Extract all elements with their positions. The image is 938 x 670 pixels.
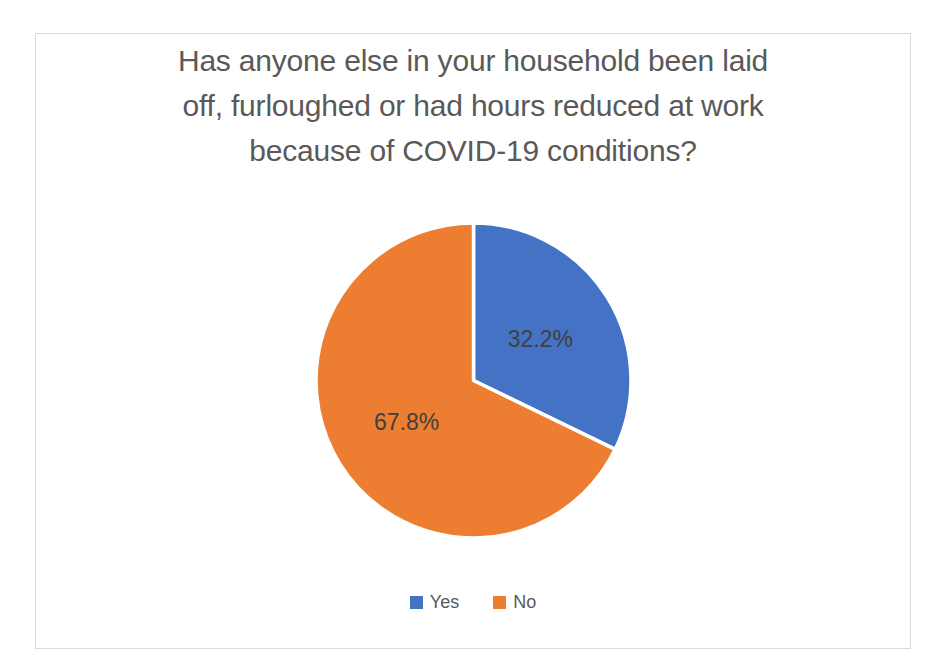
legend: Yes No [36,593,910,611]
slice-label-yes: 32.2% [508,326,573,352]
pie: 32.2% 67.8% [316,223,631,538]
chart-frame: Has anyone else in your household been l… [35,33,911,649]
page: Has anyone else in your household been l… [0,0,938,670]
legend-item-yes: Yes [410,593,459,611]
legend-item-no: No [493,593,536,611]
legend-swatch-no [493,596,506,609]
legend-label-no: No [513,593,536,611]
legend-label-yes: Yes [430,593,459,611]
slice-label-no: 67.8% [374,409,439,435]
legend-swatch-yes [410,596,423,609]
pie-svg: 32.2% 67.8% [36,34,912,650]
